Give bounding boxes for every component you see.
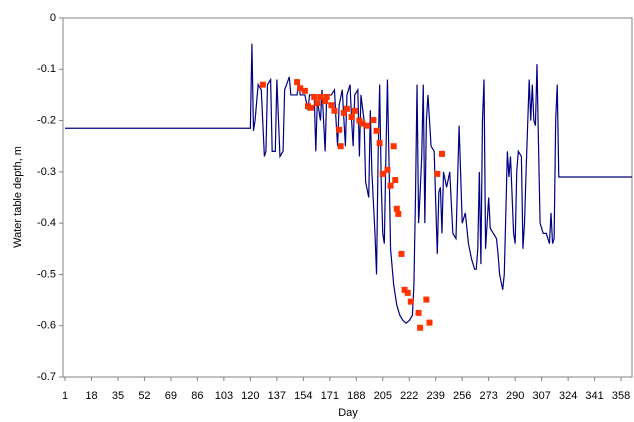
data-point bbox=[343, 105, 350, 112]
data-point bbox=[314, 100, 321, 107]
data-point bbox=[311, 93, 318, 100]
data-point bbox=[390, 143, 397, 150]
x-tick-label: 35 bbox=[112, 390, 124, 402]
data-point bbox=[356, 117, 363, 124]
x-tick-label: 307 bbox=[532, 390, 550, 402]
data-point bbox=[336, 126, 343, 133]
x-tick-label: 341 bbox=[585, 390, 603, 402]
y-tick-label: -0.4 bbox=[37, 217, 56, 229]
data-point bbox=[359, 120, 366, 127]
data-point bbox=[305, 103, 311, 110]
x-tick-label: 256 bbox=[453, 390, 471, 402]
data-point bbox=[384, 166, 391, 173]
y-tick-label: -0.5 bbox=[37, 268, 56, 280]
y-tick-label: -0.6 bbox=[37, 320, 56, 332]
data-point bbox=[434, 170, 441, 177]
x-tick-label: 358 bbox=[612, 390, 630, 402]
data-point bbox=[395, 210, 402, 217]
x-tick-label: 18 bbox=[85, 390, 97, 402]
y-tick-label: -0.3 bbox=[37, 166, 56, 178]
data-point bbox=[373, 127, 380, 134]
x-tick-label: 171 bbox=[321, 390, 339, 402]
data-point bbox=[317, 93, 324, 100]
data-point bbox=[337, 143, 344, 150]
x-tick-label: 324 bbox=[559, 390, 577, 402]
data-point bbox=[379, 170, 386, 177]
data-point bbox=[376, 140, 383, 147]
x-tick-label: 222 bbox=[400, 390, 418, 402]
data-point bbox=[364, 122, 371, 129]
y-tick-label: -0.7 bbox=[37, 371, 56, 383]
x-tick-label: 205 bbox=[374, 390, 392, 402]
x-tick-label: 290 bbox=[506, 390, 524, 402]
data-point bbox=[294, 79, 301, 86]
x-tick-label: 120 bbox=[241, 390, 259, 402]
data-point bbox=[340, 109, 347, 116]
data-point bbox=[331, 107, 338, 114]
data-point bbox=[401, 286, 408, 293]
data-point bbox=[407, 298, 414, 305]
x-tick-label: 154 bbox=[294, 390, 312, 402]
y-axis-label: Water table depth, m bbox=[12, 146, 24, 248]
y-tick-label: -0.1 bbox=[37, 63, 56, 75]
x-tick-label: 137 bbox=[268, 390, 286, 402]
data-point bbox=[370, 117, 377, 124]
data-point bbox=[426, 319, 433, 326]
y-tick-label: 0 bbox=[50, 12, 56, 24]
data-point bbox=[393, 205, 400, 212]
data-point bbox=[417, 324, 424, 331]
data-point bbox=[438, 150, 445, 157]
plot-area bbox=[62, 17, 633, 378]
x-tick-label: 239 bbox=[427, 390, 445, 402]
x-tick-label: 273 bbox=[480, 390, 498, 402]
x-tick-label: 86 bbox=[191, 390, 203, 402]
x-tick-label: 52 bbox=[138, 390, 150, 402]
x-tick-label: 188 bbox=[347, 390, 365, 402]
data-point bbox=[301, 87, 308, 94]
x-tick-label: 103 bbox=[215, 390, 233, 402]
data-point bbox=[415, 309, 422, 316]
data-point bbox=[322, 98, 329, 105]
x-axis-label: Day bbox=[338, 407, 358, 419]
data-point bbox=[297, 85, 304, 92]
data-point bbox=[404, 289, 411, 296]
data-line bbox=[65, 43, 632, 324]
data-point bbox=[308, 104, 315, 111]
data-point bbox=[259, 81, 266, 88]
data-point bbox=[348, 113, 355, 120]
data-point bbox=[351, 107, 358, 114]
data-point bbox=[387, 182, 394, 189]
data-point bbox=[328, 102, 335, 109]
y-tick-label: -0.2 bbox=[37, 114, 56, 126]
data-point bbox=[423, 296, 430, 303]
data-point bbox=[392, 177, 399, 184]
data-point bbox=[323, 93, 330, 100]
x-tick-label: 1 bbox=[62, 390, 68, 402]
data-point bbox=[398, 250, 405, 257]
x-tick-label: 69 bbox=[165, 390, 177, 402]
